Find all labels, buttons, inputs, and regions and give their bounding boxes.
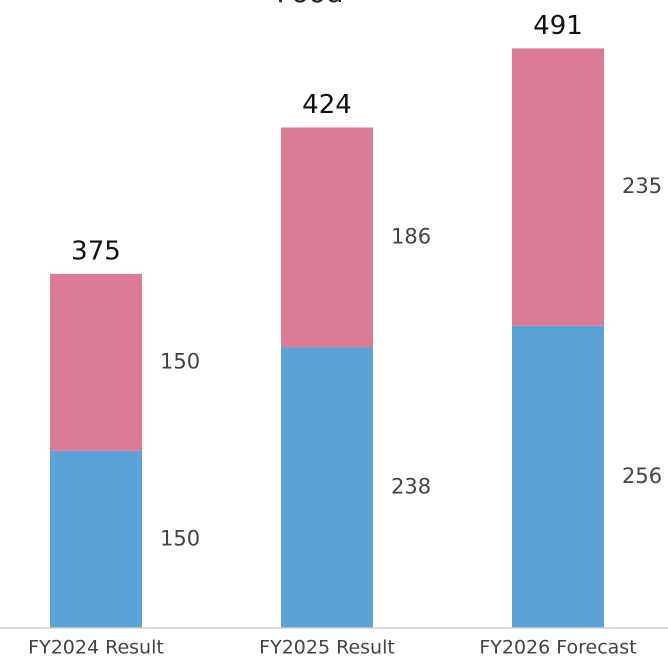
bar-segment — [281, 347, 373, 628]
bar-segment — [512, 325, 604, 628]
segment-label: 150 — [160, 349, 200, 373]
segment-label: 238 — [391, 475, 431, 499]
x-tick-label: FY2026 Forecast — [479, 637, 636, 659]
total-label: 491 — [533, 11, 583, 41]
segment-label: 235 — [622, 174, 662, 198]
segment-label: 150 — [160, 526, 200, 550]
bar-segment — [50, 450, 142, 628]
total-label: 424 — [302, 90, 352, 120]
bar-segment — [512, 48, 604, 326]
x-tick-label: FY2025 Result — [259, 637, 395, 659]
x-tick-label: FY2024 Result — [28, 637, 164, 659]
segment-label: 256 — [622, 464, 662, 488]
bar-segment — [50, 273, 142, 451]
chart-title: Food — [276, 0, 343, 9]
total-label: 375 — [71, 236, 121, 266]
bar-segment — [281, 127, 373, 348]
segment-label: 186 — [391, 224, 431, 248]
